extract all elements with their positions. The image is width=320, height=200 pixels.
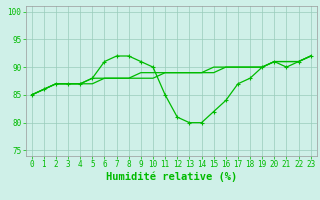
X-axis label: Humidité relative (%): Humidité relative (%) (106, 172, 237, 182)
